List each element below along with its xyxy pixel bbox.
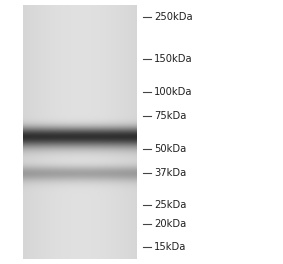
Text: 15kDa: 15kDa	[154, 242, 186, 252]
Text: 37kDa: 37kDa	[154, 168, 186, 178]
Text: 25kDa: 25kDa	[154, 200, 186, 210]
Text: 75kDa: 75kDa	[154, 111, 186, 121]
Text: 100kDa: 100kDa	[154, 87, 193, 97]
Text: 50kDa: 50kDa	[154, 144, 186, 154]
Text: 250kDa: 250kDa	[154, 12, 193, 22]
Text: 20kDa: 20kDa	[154, 219, 186, 229]
Text: 150kDa: 150kDa	[154, 54, 193, 64]
